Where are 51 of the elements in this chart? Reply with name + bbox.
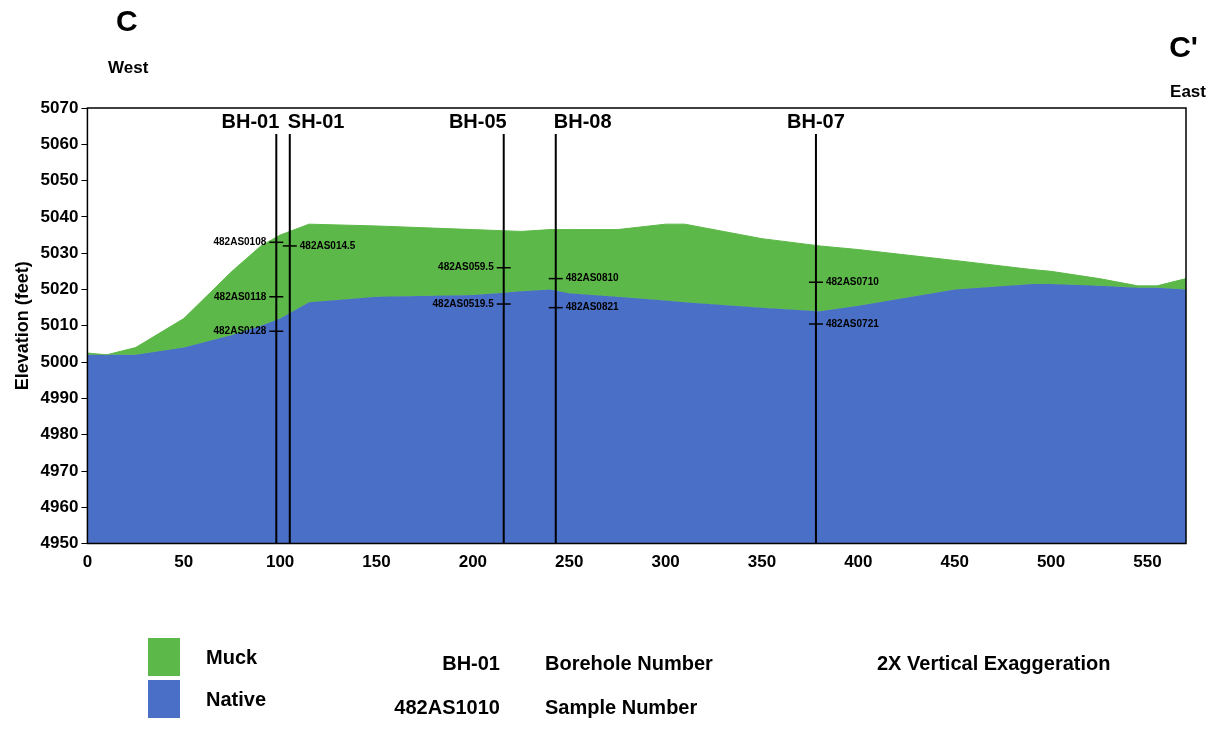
y-tick-label: 4970 <box>40 460 79 480</box>
text: BH-01 <box>442 652 500 675</box>
text: 482AS1010 <box>394 696 500 719</box>
x-tick-label: 450 <box>940 552 969 572</box>
y-tick-label: 5000 <box>40 351 79 371</box>
y-tick-label: 5050 <box>40 170 79 190</box>
ref-line-label: BH-07 <box>787 110 845 132</box>
x-tick-label: 150 <box>362 552 391 572</box>
annotation: 482AS0810 <box>565 272 620 284</box>
x-tick-label: 250 <box>555 552 584 572</box>
text: C' <box>1169 30 1198 64</box>
y-tick-label: 5040 <box>40 206 79 226</box>
x-tick-label: 100 <box>265 552 295 572</box>
legend-label: Muck <box>206 645 258 669</box>
x-tick-label: 50 <box>174 552 194 572</box>
y-tick-label: 4960 <box>40 496 79 516</box>
legend-label: Native <box>206 687 267 711</box>
annotation: 482AS0519.5 <box>432 297 495 309</box>
ref-line-label: BH-01 <box>221 110 280 132</box>
y-tick-label: 5060 <box>40 133 79 153</box>
x-tick-label: 500 <box>1036 552 1066 572</box>
x-tick-label: 200 <box>458 552 488 572</box>
y-tick-label: 4950 <box>40 533 79 553</box>
text: Sample Number <box>545 696 698 719</box>
annotation: 482AS0821 <box>565 301 620 313</box>
text: Borehole Number <box>545 652 713 675</box>
y-tick-label: 5020 <box>40 279 79 299</box>
x-tick-label: 0 <box>82 552 93 572</box>
annotation: 482AS0118 <box>214 290 267 302</box>
x-tick-label: 300 <box>651 552 680 572</box>
x-tick-label: 550 <box>1133 552 1162 572</box>
x-tick-label: 350 <box>747 552 777 572</box>
ref-line-label: SH-01 <box>287 110 345 132</box>
y-tick-label: 5010 <box>40 315 79 335</box>
text: West <box>108 57 149 78</box>
ref-line-label: BH-08 <box>553 110 612 132</box>
text: East <box>1170 81 1206 102</box>
annotation: 482AS014.5 <box>299 239 356 251</box>
text: 2X Vertical Exaggeration <box>877 652 1111 675</box>
y-axis-title: Elevation (feet) <box>11 261 32 391</box>
annotation: 482AS0108 <box>213 236 267 248</box>
ref-line-label: BH-05 <box>448 110 507 132</box>
annotation: 482AS059.5 <box>438 261 495 273</box>
text: C <box>116 4 138 38</box>
x-tick-label: 400 <box>844 552 873 572</box>
y-tick-label: 4980 <box>40 424 79 444</box>
y-tick-label: 4990 <box>40 388 79 408</box>
annotation: 482AS0710 <box>825 275 880 287</box>
y-tick-label: 5030 <box>40 242 79 262</box>
annotation: 482AS0721 <box>825 317 880 329</box>
y-tick-label: 5070 <box>40 97 79 117</box>
